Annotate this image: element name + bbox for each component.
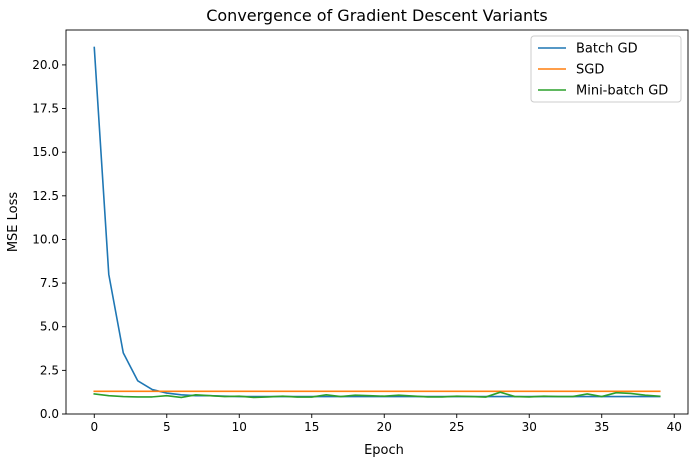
y-tick-label: 2.5	[40, 363, 59, 377]
legend-label-1: SGD	[576, 63, 604, 78]
legend-label-0: Batch GD	[576, 42, 638, 57]
x-tick-label: 15	[304, 420, 319, 434]
series-line-2	[93, 391, 661, 399]
plot-area: 0 5 10 15 20 25 30 35 40 0.0 2.5 5.0 7.5 10.0 12.5 15.0…	[32, 29, 689, 434]
y-tick-label: 15.0	[32, 145, 59, 159]
legend: Batch GD SGD Mini-batch GD	[530, 35, 682, 103]
x-tick-label: 10	[232, 420, 247, 434]
x-tick-label: 0	[90, 420, 98, 434]
y-tick-label: 7.5	[40, 276, 59, 290]
y-tick-label: 5.0	[40, 320, 59, 334]
y-tick-label: 0.0	[40, 407, 59, 421]
y-tick-label: 17.5	[32, 102, 59, 116]
legend-label-2: Mini-batch GD	[576, 84, 668, 99]
x-axis-label: Epoch	[364, 443, 404, 458]
y-tick-label: 20.0	[32, 58, 59, 72]
x-tick-label: 30	[522, 420, 537, 434]
y-tick-label: 12.5	[32, 189, 59, 203]
y-tick-label: 10.0	[32, 232, 59, 246]
chart-title: Convergence of Gradient Descent Variants	[206, 6, 548, 25]
x-tick-label: 5	[163, 420, 171, 434]
x-tick-label: 40	[667, 420, 682, 434]
x-tick-label: 35	[594, 420, 609, 434]
x-tick-label: 20	[377, 420, 392, 434]
legend-box	[530, 35, 682, 103]
y-axis-label: MSE Loss	[6, 192, 21, 253]
axes-frame	[65, 29, 689, 415]
x-tick-label: 25	[449, 420, 464, 434]
